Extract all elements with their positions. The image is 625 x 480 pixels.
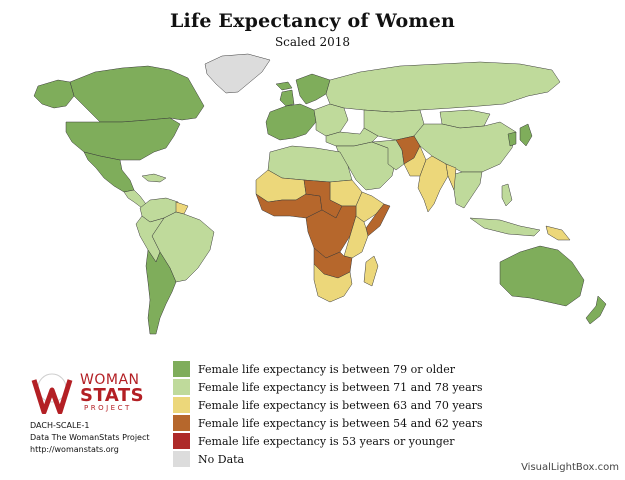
legend-swatch [173,361,190,377]
legend-item: Female life expectancy is between 71 and… [173,378,483,396]
legend-swatch [173,397,190,413]
region-indonesia[interactable] [469,217,541,237]
legend-item: Female life expectancy is 53 years or yo… [173,432,483,450]
region-iceland[interactable] [275,81,293,91]
region-southeast-asia[interactable] [447,171,483,209]
region-myanmar[interactable] [445,163,457,191]
region-scandinavia[interactable] [295,73,331,105]
womanstats-logo: WOMAN STATS PROJECT [30,372,150,415]
legend-item: Female life expectancy is between 79 or … [173,360,483,378]
region-india[interactable] [417,155,449,213]
logo-emblem-icon [31,373,73,415]
legend-label: Female life expectancy is between 54 and… [198,416,483,430]
legend-item: Female life expectancy is between 63 and… [173,396,483,414]
region-png[interactable] [545,225,571,241]
legend-swatch [173,379,190,395]
legend-item: Female life expectancy is between 54 and… [173,414,483,432]
region-south-africa[interactable] [313,263,353,303]
map-subtitle: Scaled 2018 [274,35,351,49]
region-usa[interactable] [65,117,181,161]
region-new-zealand[interactable] [585,295,607,325]
map-title: Life Expectancy of Women [169,10,456,32]
source-url[interactable]: http://womanstats.org [30,445,119,454]
region-caribbean[interactable] [141,173,167,183]
region-canada[interactable] [69,65,205,123]
legend-label: Female life expectancy is between 63 and… [198,398,483,412]
logo-word-woman: WOMAN [80,372,140,388]
logo-word-stats: STATS [80,385,145,406]
legend-label: Female life expectancy is between 79 or … [198,362,455,376]
world-map [33,53,607,335]
legend-label: Female life expectancy is 53 years or yo… [198,434,455,448]
region-philippines[interactable] [501,183,513,207]
region-madagascar[interactable] [363,255,379,287]
data-source: Data The WomanStats Project [30,433,150,442]
legend-item: No Data [173,450,483,468]
region-southern-cone[interactable] [145,249,177,335]
region-russia[interactable] [325,61,561,113]
map-code: DACH-SCALE-1 [30,421,90,430]
legend-swatch [173,433,190,449]
region-japan[interactable] [519,123,533,147]
region-western-europe[interactable] [265,103,317,141]
legend-label: No Data [198,452,245,466]
region-eastern-europe[interactable] [313,103,349,137]
region-uk[interactable] [279,89,295,107]
source-watermark[interactable]: VisualLightBox.com [521,462,619,473]
region-turkey[interactable] [325,127,379,147]
region-central-america[interactable] [123,189,147,209]
legend-swatch [173,415,190,431]
legend-swatch [173,451,190,467]
legend-label: Female life expectancy is between 71 and… [198,380,483,394]
region-greenland[interactable] [204,53,271,94]
region-sudan[interactable] [329,179,363,207]
region-australia[interactable] [499,245,585,307]
legend: Female life expectancy is between 79 or … [173,360,483,468]
region-china[interactable] [413,121,517,173]
region-alaska[interactable] [33,79,75,109]
logo-word-project: PROJECT [84,404,132,412]
credits: DACH-SCALE-1 Data The WomanStats Project… [30,420,150,456]
region-korea[interactable] [507,131,517,147]
